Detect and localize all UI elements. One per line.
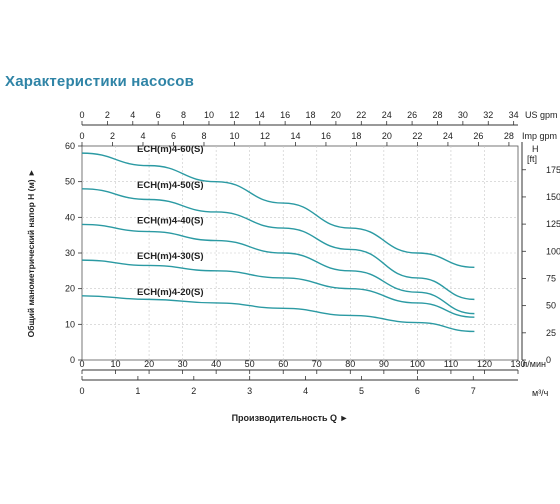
x-usgpm-tick-label: 24 <box>382 110 392 120</box>
x-usgpm-tick-label: 34 <box>509 110 519 120</box>
x-lmin-tick-label: 70 <box>312 359 322 369</box>
x-impgpm-unit: Imp gpm <box>522 131 557 141</box>
y-left-tick-label: 20 <box>65 284 75 294</box>
y-right-tick-label: 0 <box>546 355 551 365</box>
x-impgpm-tick-label: 2 <box>110 131 115 141</box>
x-impgpm-tick-label: 12 <box>260 131 270 141</box>
chart-title: Характеристики насосов <box>5 73 195 90</box>
x-usgpm-unit: US gpm <box>525 110 558 120</box>
x-lmin-tick-label: 90 <box>379 359 389 369</box>
x-usgpm-tick-label: 32 <box>483 110 493 120</box>
x-axis-title: Производительность Q ► <box>232 413 349 423</box>
y-right-tick-label: 150 <box>546 192 560 202</box>
x-usgpm-tick-label: 2 <box>105 110 110 120</box>
x-lmin-tick-label: 60 <box>278 359 288 369</box>
x-m3h-tick-label: 1 <box>135 386 140 396</box>
y-right-tick-label: 50 <box>546 301 556 311</box>
x-m3h-tick-label: 0 <box>79 386 84 396</box>
x-m3h-tick-label: 3 <box>247 386 252 396</box>
x-lmin-tick-label: 30 <box>178 359 188 369</box>
pump-curve-label: ECH(m)4-50(S) <box>137 180 204 191</box>
x-impgpm-tick-label: 26 <box>473 131 483 141</box>
x-usgpm-tick-label: 22 <box>356 110 366 120</box>
y-right-tick-label: 75 <box>546 273 556 283</box>
x-m3h-tick-label: 6 <box>415 386 420 396</box>
x-impgpm-tick-label: 22 <box>412 131 422 141</box>
y-left-tick-label: 50 <box>65 177 75 187</box>
x-impgpm-tick-label: 0 <box>79 131 84 141</box>
x-usgpm-tick-label: 26 <box>407 110 417 120</box>
x-lmin-tick-label: 80 <box>345 359 355 369</box>
y-right-axis-unit: [ft] <box>527 154 537 164</box>
x-m3h-tick-label: 7 <box>471 386 476 396</box>
x-usgpm-tick-label: 12 <box>229 110 239 120</box>
pump-curve <box>81 152 475 268</box>
x-usgpm-tick-label: 30 <box>458 110 468 120</box>
x-m3h-tick-label: 5 <box>359 386 364 396</box>
x-impgpm-tick-label: 28 <box>504 131 514 141</box>
y-right-tick-label: 125 <box>546 219 560 229</box>
x-usgpm-tick-label: 0 <box>79 110 84 120</box>
y-right-tick-label: 100 <box>546 246 560 256</box>
x-lmin-tick-label: 50 <box>245 359 255 369</box>
pump-curve <box>81 259 475 318</box>
pump-curve-label: ECH(m)4-20(S) <box>137 287 204 298</box>
y-left-tick-label: 10 <box>65 319 75 329</box>
x-lmin-tick-label: 100 <box>410 359 425 369</box>
x-usgpm-tick-label: 8 <box>181 110 186 120</box>
pump-curve <box>81 295 475 333</box>
x-usgpm-tick-label: 4 <box>130 110 135 120</box>
x-lmin-tick-label: 40 <box>211 359 221 369</box>
x-lmin-tick-label: 0 <box>79 359 84 369</box>
y-right-axis-label: H <box>532 144 539 154</box>
x-usgpm-tick-label: 18 <box>306 110 316 120</box>
x-impgpm-tick-label: 20 <box>382 131 392 141</box>
x-usgpm-tick-label: 28 <box>432 110 442 120</box>
x-lmin-tick-label: 110 <box>444 359 458 369</box>
x-lmin-tick-label: 120 <box>477 359 492 369</box>
x-lmin-tick-label: 130 <box>510 359 525 369</box>
x-usgpm-tick-label: 14 <box>255 110 265 120</box>
x-lmin-tick-label: 20 <box>144 359 154 369</box>
x-m3h-tick-label: 2 <box>191 386 196 396</box>
pump-curve-label: ECH(m)4-40(S) <box>137 215 204 226</box>
x-impgpm-tick-label: 6 <box>171 131 176 141</box>
x-impgpm-tick-label: 24 <box>443 131 453 141</box>
x-impgpm-tick-label: 14 <box>290 131 300 141</box>
x-impgpm-tick-label: 10 <box>229 131 239 141</box>
x-lmin-unit: л/мин <box>522 359 546 369</box>
x-usgpm-tick-label: 16 <box>280 110 290 120</box>
y-axis-title: Общий манометрический напор H (м) ► <box>26 169 36 338</box>
y-left-tick-label: 40 <box>65 212 75 222</box>
pump-curve <box>81 188 475 301</box>
x-usgpm-tick-label: 10 <box>204 110 214 120</box>
x-usgpm-tick-label: 20 <box>331 110 341 120</box>
pump-curve-label: ECH(m)4-30(S) <box>137 251 204 262</box>
y-left-tick-label: 30 <box>65 248 75 258</box>
x-m3h-tick-label: 4 <box>303 386 308 396</box>
y-right-tick-label: 175 <box>546 165 560 175</box>
x-impgpm-tick-label: 4 <box>140 131 145 141</box>
x-usgpm-tick-label: 6 <box>156 110 161 120</box>
x-impgpm-tick-label: 16 <box>321 131 331 141</box>
y-left-tick-label: 60 <box>65 141 75 151</box>
pump-curve-label: ECH(m)4-60(S) <box>137 144 204 155</box>
curves <box>81 152 475 333</box>
grid <box>82 146 518 360</box>
x-m3h-unit: м³/ч <box>532 388 549 398</box>
x-impgpm-tick-label: 18 <box>351 131 361 141</box>
y-right-tick-label: 25 <box>546 328 556 338</box>
x-lmin-tick-label: 10 <box>111 359 121 369</box>
axes <box>78 121 526 381</box>
y-left-tick-label: 0 <box>70 355 75 365</box>
pump-curve <box>81 223 475 315</box>
x-impgpm-tick-label: 8 <box>201 131 206 141</box>
